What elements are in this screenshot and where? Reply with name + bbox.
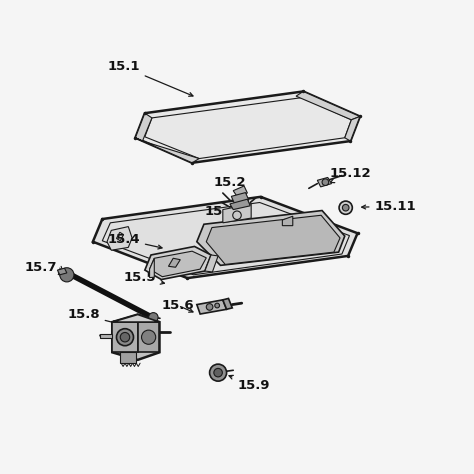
Polygon shape (112, 315, 159, 360)
Text: 15.9: 15.9 (229, 375, 270, 392)
Polygon shape (57, 268, 67, 275)
Polygon shape (112, 315, 159, 322)
Text: 15.4: 15.4 (107, 233, 162, 249)
Circle shape (142, 330, 156, 344)
Text: 15.7: 15.7 (25, 261, 63, 274)
Polygon shape (230, 199, 250, 210)
Circle shape (214, 368, 222, 377)
Polygon shape (150, 251, 206, 277)
Text: 15.1: 15.1 (107, 60, 193, 96)
Circle shape (322, 179, 328, 185)
Polygon shape (102, 202, 349, 275)
Circle shape (120, 332, 130, 342)
Circle shape (215, 303, 219, 308)
Text: 15.8: 15.8 (67, 309, 117, 324)
Polygon shape (145, 246, 211, 280)
Text: 15.6: 15.6 (162, 299, 194, 312)
Text: 15.5: 15.5 (124, 271, 164, 284)
Polygon shape (205, 255, 218, 272)
Polygon shape (138, 322, 159, 352)
Polygon shape (93, 197, 357, 278)
Polygon shape (136, 91, 360, 163)
Text: 15.3: 15.3 (204, 204, 237, 220)
Polygon shape (145, 98, 351, 158)
Polygon shape (100, 334, 112, 338)
Circle shape (117, 328, 134, 346)
Polygon shape (233, 186, 247, 196)
Polygon shape (168, 258, 180, 267)
Polygon shape (112, 322, 138, 352)
Polygon shape (231, 192, 249, 204)
Text: 15.11: 15.11 (362, 200, 416, 213)
Polygon shape (120, 352, 136, 363)
Polygon shape (150, 258, 155, 278)
Polygon shape (283, 216, 293, 226)
Polygon shape (223, 204, 251, 223)
Polygon shape (136, 113, 152, 141)
Circle shape (210, 364, 227, 381)
Text: 15.10: 15.10 (285, 225, 327, 241)
Text: 15.12: 15.12 (329, 167, 371, 182)
Polygon shape (345, 117, 360, 141)
Polygon shape (223, 299, 232, 310)
Polygon shape (318, 177, 331, 187)
Polygon shape (107, 227, 132, 250)
Text: 15.2: 15.2 (214, 176, 246, 194)
Polygon shape (206, 215, 340, 264)
Circle shape (60, 268, 74, 282)
Polygon shape (296, 91, 360, 120)
Polygon shape (197, 210, 345, 265)
Circle shape (206, 304, 213, 310)
Polygon shape (136, 138, 199, 163)
Circle shape (342, 204, 349, 211)
Circle shape (339, 201, 352, 214)
Polygon shape (197, 300, 227, 314)
Circle shape (149, 313, 158, 322)
